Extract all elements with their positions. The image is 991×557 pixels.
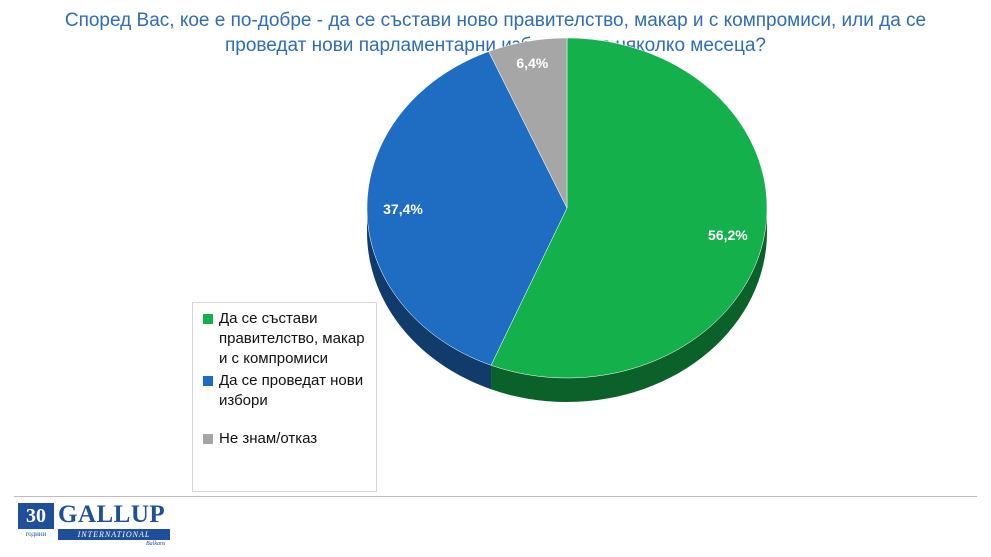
legend-item-new-elections: Да се проведат нови избори: [203, 371, 373, 411]
logo-years-caption: години: [25, 530, 47, 538]
pie-side-1: [367, 208, 492, 390]
logo-years: 30: [18, 503, 54, 529]
slice-label-2: 6,4%: [516, 55, 548, 71]
slice-label-1: 37,4%: [383, 201, 423, 217]
legend-item-compromise: Да се състави правителство, макар и с ко…: [203, 309, 373, 369]
footer-divider: [14, 496, 977, 497]
pie-slice-0: [490, 37, 768, 379]
logo-brand-sub: INTERNATIONAL: [58, 529, 170, 540]
legend-swatch-green: [203, 314, 213, 324]
legend-swatch-blue: [203, 376, 213, 386]
logo-brand: GALLUP: [58, 501, 166, 528]
pie-slice-1: [366, 51, 568, 366]
slice-label-0: 56,2%: [708, 227, 748, 243]
legend-label-new-elections: Да се проведат нови избори: [219, 372, 364, 409]
pie-slice-2: [488, 37, 568, 209]
gallup-logo: 30 години GALLUP INTERNATIONAL Balkans: [18, 501, 178, 547]
logo-region: Balkans: [146, 541, 166, 547]
legend-label-dont-know: Не знам/отказ: [219, 430, 318, 447]
legend-item-dont-know: Не знам/отказ: [203, 429, 373, 449]
legend-swatch-gray: [203, 434, 213, 444]
chart-legend: Да се състави правителство, макар и с ко…: [192, 302, 377, 492]
pie-side-0: [491, 208, 767, 402]
legend-label-compromise: Да се състави правителство, макар и с ко…: [219, 310, 365, 367]
